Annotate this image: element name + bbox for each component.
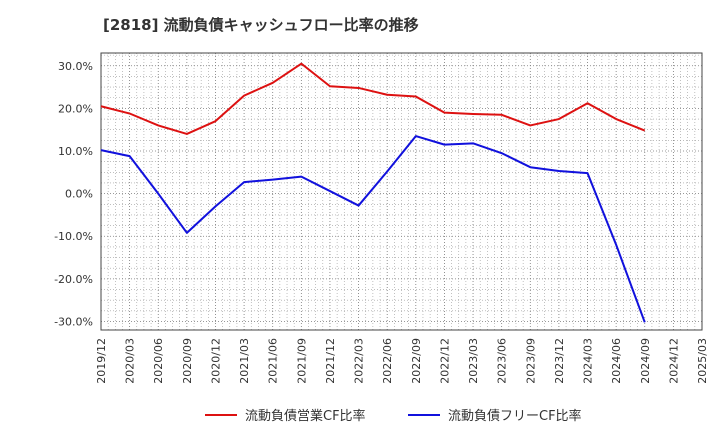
x-tick-label: 2023/09 xyxy=(524,338,537,384)
y-axis-ticks: 30.0% 20.0% 10.0% 0.0% -10.0% -20.0% -30.0% xyxy=(54,60,93,329)
series-line xyxy=(100,62,646,135)
x-axis-ticks: 2019/12 2020/03 2020/06 2020/09 2020/12 2021/… xyxy=(95,338,709,384)
x-tick-label: 2024/12 xyxy=(667,338,680,384)
x-tick-label: 2020/06 xyxy=(152,338,165,384)
y-tick-label: 20.0% xyxy=(58,102,93,115)
x-tick-label: 2021/06 xyxy=(267,338,280,384)
x-tick-label: 2019/12 xyxy=(95,338,108,384)
legend-label: 流動負債フリーCF比率 xyxy=(448,408,582,424)
grid-lines xyxy=(101,53,702,330)
x-tick-label: 2025/03 xyxy=(696,338,709,384)
x-tick-label: 2023/06 xyxy=(496,338,509,384)
y-tick-label: 10.0% xyxy=(58,145,93,158)
x-tick-label: 2022/06 xyxy=(381,338,394,384)
y-tick-label: -20.0% xyxy=(54,273,93,286)
plot-frame xyxy=(100,52,703,331)
y-tick-label: -30.0% xyxy=(54,315,93,328)
x-tick-label: 2024/06 xyxy=(610,338,623,384)
x-tick-label: 2022/03 xyxy=(353,338,366,384)
x-tick-label: 2022/12 xyxy=(438,338,451,384)
series-lines xyxy=(100,62,646,323)
x-tick-label: 2024/03 xyxy=(582,338,595,384)
legend-label: 流動負債営業CF比率 xyxy=(245,408,366,424)
y-tick-label: 30.0% xyxy=(58,60,93,73)
x-tick-label: 2020/09 xyxy=(181,338,194,384)
x-tick-label: 2023/12 xyxy=(553,338,566,384)
x-tick-label: 2023/03 xyxy=(467,338,480,384)
x-tick-label: 2024/09 xyxy=(639,338,652,384)
series-line xyxy=(100,135,646,323)
x-tick-label: 2021/03 xyxy=(238,338,251,384)
x-tick-label: 2022/09 xyxy=(410,338,423,384)
y-tick-label: 0.0% xyxy=(65,188,93,201)
x-tick-label: 2021/12 xyxy=(324,338,337,384)
x-tick-label: 2020/12 xyxy=(209,338,222,384)
x-tick-label: 2021/09 xyxy=(295,338,308,384)
y-tick-label: -10.0% xyxy=(54,230,93,243)
chart-title: [2818] 流動負債キャッシュフロー比率の推移 xyxy=(103,16,419,34)
x-tick-label: 2020/03 xyxy=(124,338,137,384)
legend: 流動負債営業CF比率 流動負債フリーCF比率 xyxy=(205,408,582,424)
